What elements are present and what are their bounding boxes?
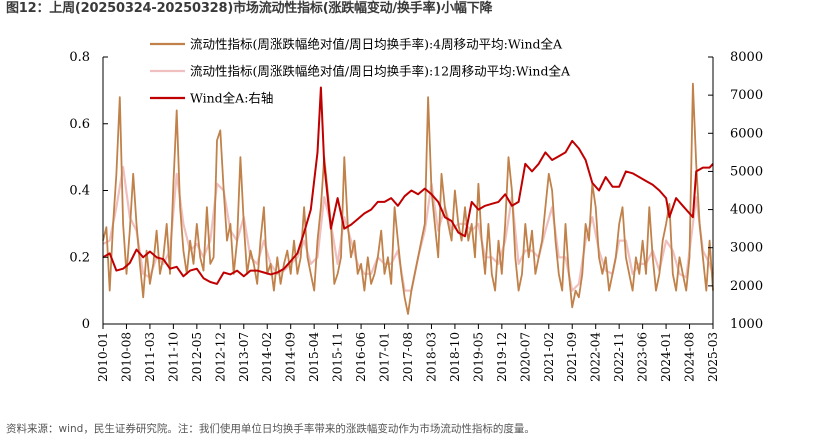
left-axis-tick-label: 0.6 bbox=[69, 117, 90, 132]
x-axis-tick-label: 2022-11 bbox=[612, 332, 626, 382]
series-line-0 bbox=[102, 82, 714, 315]
x-axis-tick-label: 2015-04 bbox=[307, 332, 321, 382]
left-axis-tick-label: 0.8 bbox=[69, 50, 90, 65]
x-axis-tick-label: 2014-02 bbox=[260, 332, 274, 382]
x-axis-tick-label: 2012-05 bbox=[190, 332, 204, 382]
x-axis-tick-label: 2017-01 bbox=[378, 332, 392, 382]
right-axis-tick-label: 3000 bbox=[730, 241, 763, 256]
x-axis-tick-label: 2017-08 bbox=[401, 332, 415, 382]
x-axis-tick-label: 2024-01 bbox=[659, 332, 673, 382]
figure-title: 图12：上周(20250324-20250328)市场流动性指标(涨跌幅变动/换… bbox=[6, 1, 493, 16]
series-line-2 bbox=[102, 86, 714, 285]
x-axis-tick-label: 2019-12 bbox=[495, 332, 509, 382]
axes-layer: 0 0.2 0.4 0.6 0.8 1000 2000 3000 4000 5000 6000 700… bbox=[69, 50, 763, 382]
x-axis-tick-label: 2018-10 bbox=[448, 332, 462, 382]
x-axis-tick-label: 2018-03 bbox=[424, 332, 438, 382]
x-axis-tick-label: 2010-01 bbox=[96, 332, 110, 382]
series-layer bbox=[102, 82, 715, 315]
x-axis-tick-label: 2012-12 bbox=[213, 332, 227, 382]
x-axis-tick-label: 2011-03 bbox=[143, 332, 157, 382]
right-axis-tick-label: 4000 bbox=[730, 203, 763, 218]
right-axis-tick-label: 7000 bbox=[730, 88, 763, 103]
source-note: 资料来源：wind，民生证券研究院。注：我们使用单位日均换手率带来的涨跌幅变动作… bbox=[6, 423, 535, 435]
x-axis-tick-label: 2011-10 bbox=[166, 332, 180, 382]
right-axis-tick-label: 6000 bbox=[730, 126, 763, 141]
x-axis-tick-label: 2021-09 bbox=[565, 332, 579, 382]
right-axis-tick-label: 2000 bbox=[730, 279, 763, 294]
left-axis-tick-label: 0.4 bbox=[69, 184, 90, 199]
x-axis-tick-label: 2021-02 bbox=[542, 332, 556, 382]
x-axis-tick-label: 2023-06 bbox=[636, 332, 650, 382]
legend-label-1: 流动性指标(周涨跌幅绝对值/周日均换手率):12周移动平均:Wind全A bbox=[190, 64, 571, 79]
left-axis-tick-label: 0 bbox=[82, 317, 90, 332]
legend-label-2: Wind全A:右轴 bbox=[190, 91, 273, 106]
legend: 流动性指标(周涨跌幅绝对值/周日均换手率):4周移动平均:Wind全A 流动性指标… bbox=[150, 37, 571, 106]
series-line-1 bbox=[102, 166, 715, 292]
x-axis-tick-label: 2019-05 bbox=[471, 332, 485, 382]
x-axis-tick-label: 2024-08 bbox=[683, 332, 697, 382]
chart: 0 0.2 0.4 0.6 0.8 1000 2000 3000 4000 5000 6000 700… bbox=[69, 37, 763, 382]
right-axis-tick-label: 1000 bbox=[730, 317, 763, 332]
x-axis-tick-label: 2014-09 bbox=[284, 332, 298, 382]
x-axis-tick-label: 2020-07 bbox=[518, 332, 532, 382]
x-axis-tick-label: 2013-07 bbox=[237, 332, 251, 382]
x-axis-tick-label: 2010-08 bbox=[119, 332, 133, 382]
legend-label-0: 流动性指标(周涨跌幅绝对值/周日均换手率):4周移动平均:Wind全A bbox=[190, 37, 563, 52]
right-axis-tick-label: 5000 bbox=[730, 164, 763, 179]
right-axis-tick-label: 8000 bbox=[730, 50, 763, 65]
x-axis-tick-label: 2016-06 bbox=[354, 332, 368, 382]
x-axis-tick-label: 2015-11 bbox=[331, 332, 345, 382]
left-axis-tick-label: 0.2 bbox=[69, 250, 90, 265]
x-axis-tick-label: 2025-03 bbox=[706, 332, 720, 382]
x-axis-tick-label: 2022-04 bbox=[589, 332, 603, 382]
